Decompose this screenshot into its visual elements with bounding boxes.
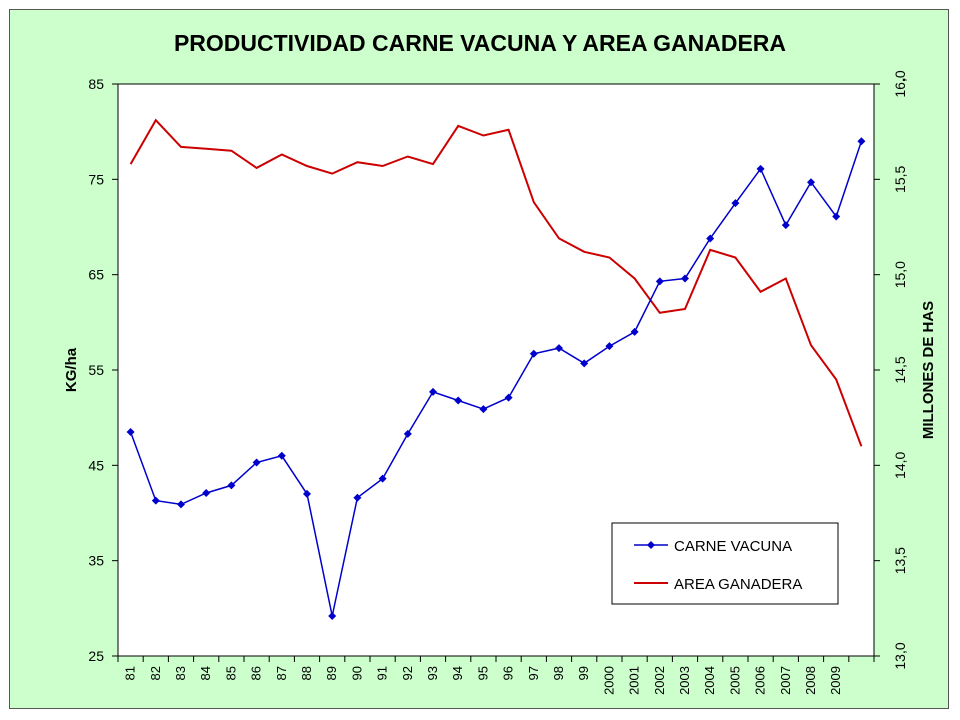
carne-vacuna-point — [353, 493, 362, 502]
carne-vacuna-point — [429, 387, 437, 396]
right-axis: 13,0 13,5 14,0 14,5 15,0 15,5 16,0 — [874, 70, 908, 670]
chart-title: PRODUCTIVIDAD CARNE VACUNA Y AREA GANADE… — [173, 30, 787, 56]
y2-tick-label: 13,5 — [892, 547, 908, 574]
carne-vacuna-point — [151, 496, 160, 505]
x-tick-label: 93 — [425, 666, 440, 680]
x-tick-label: 84 — [198, 666, 213, 680]
x-tick-label: 90 — [349, 666, 364, 680]
y-tick-label: 25 — [88, 648, 104, 664]
legend: CARNE VACUNA AREA GANADERA — [611, 522, 839, 605]
carne-vacuna-point — [706, 234, 715, 243]
x-tick-label: 85 — [223, 666, 238, 680]
y-tick-label: 35 — [88, 553, 104, 569]
carne-vacuna-point — [177, 500, 185, 509]
carne-vacuna-point — [227, 481, 236, 490]
x-tick-label: 91 — [375, 666, 390, 680]
x-tick-label: 2001 — [627, 666, 642, 695]
x-tick-label: 97 — [526, 666, 541, 680]
x-tick-label: 98 — [551, 666, 566, 680]
carne-vacuna-point — [555, 344, 563, 353]
carne-vacuna-point — [807, 178, 815, 187]
y-tick-label: 85 — [88, 76, 104, 92]
y2-tick-label: 14,5 — [892, 356, 908, 383]
carne-vacuna-point — [378, 474, 387, 483]
x-tick-label: 82 — [148, 666, 163, 680]
y-axis-label: KG/ha — [63, 347, 80, 392]
carne-vacuna-point — [655, 277, 664, 286]
y-tick-label: 75 — [88, 171, 104, 187]
legend-box — [611, 522, 839, 605]
x-tick-label: 86 — [249, 666, 264, 680]
carne-vacuna-point — [731, 199, 740, 208]
x-tick-label: 94 — [450, 666, 465, 680]
carne-vacuna-point — [504, 393, 513, 402]
y2-tick-label: 13,0 — [892, 642, 908, 669]
carne-vacuna-point — [630, 327, 639, 336]
x-tick-label: 95 — [475, 666, 490, 680]
y-tick-label: 45 — [88, 457, 104, 473]
carne-vacuna-point — [681, 274, 689, 283]
x-tick-label: 2007 — [778, 666, 793, 695]
legend-label-carne: CARNE VACUNA — [674, 538, 792, 555]
x-tick-label: 81 — [123, 666, 138, 680]
series-group — [126, 118, 866, 620]
y2-tick-label: 15,0 — [892, 261, 908, 288]
carne-vacuna-point — [756, 164, 765, 173]
carne-vacuna-point — [605, 342, 614, 351]
legend-label-area: AREA GANADERA — [674, 576, 802, 593]
carne-vacuna-point — [580, 359, 589, 368]
x-tick-label: 96 — [501, 666, 516, 680]
x-tick-label: 88 — [299, 666, 314, 680]
carne-vacuna-point — [781, 221, 790, 230]
y2-tick-label: 16,0 — [892, 70, 908, 97]
y2-axis-label: MILLONES DE HAS — [920, 301, 937, 439]
corner-annotation: . — [902, 68, 906, 85]
series-line-area-ganadera — [129, 118, 863, 447]
y2-tick-label: 15,5 — [892, 165, 908, 192]
legend-marker-carne — [647, 541, 655, 549]
x-tick-label: 2003 — [677, 666, 692, 695]
x-tick-label: 2002 — [652, 666, 667, 695]
carne-vacuna-point — [454, 396, 463, 405]
carne-vacuna-point — [832, 212, 841, 221]
x-tick-label: 2004 — [702, 666, 717, 695]
x-tick-label: 2005 — [727, 666, 742, 695]
left-axis: 25 35 45 55 65 75 85 — [88, 76, 118, 664]
x-tick-label: 2000 — [601, 666, 616, 695]
carne-vacuna-point — [529, 349, 538, 358]
x-tick-label: 2009 — [828, 666, 843, 695]
x-tick-label: 99 — [576, 666, 591, 680]
x-tick-label: 2008 — [803, 666, 818, 695]
y2-tick-label: 14,0 — [892, 451, 908, 478]
series-line-carne-vacuna — [129, 140, 863, 617]
x-tick-label: 2006 — [753, 666, 768, 695]
carne-vacuna-point — [202, 488, 211, 497]
carne-vacuna-point — [126, 427, 135, 436]
carne-vacuna-point — [403, 429, 412, 438]
carne-vacuna-point — [479, 405, 488, 414]
carne-vacuna-point — [252, 458, 261, 467]
x-tick-label: 92 — [400, 666, 415, 680]
y-tick-label: 55 — [88, 362, 104, 378]
x-tick-label: 87 — [274, 666, 289, 680]
x-tick-label: 89 — [324, 666, 339, 680]
x-tick-label: 83 — [173, 666, 188, 680]
carne-vacuna-point — [303, 489, 311, 498]
y-tick-label: 65 — [88, 267, 104, 283]
carne-vacuna-point — [857, 137, 866, 146]
carne-vacuna-point — [328, 611, 337, 620]
carne-vacuna-point — [277, 451, 286, 460]
x-axis: 81 82 83 84 85 86 87 88 89 90 91 92 93 94 95 96 97 98 99 20… — [117, 656, 875, 695]
